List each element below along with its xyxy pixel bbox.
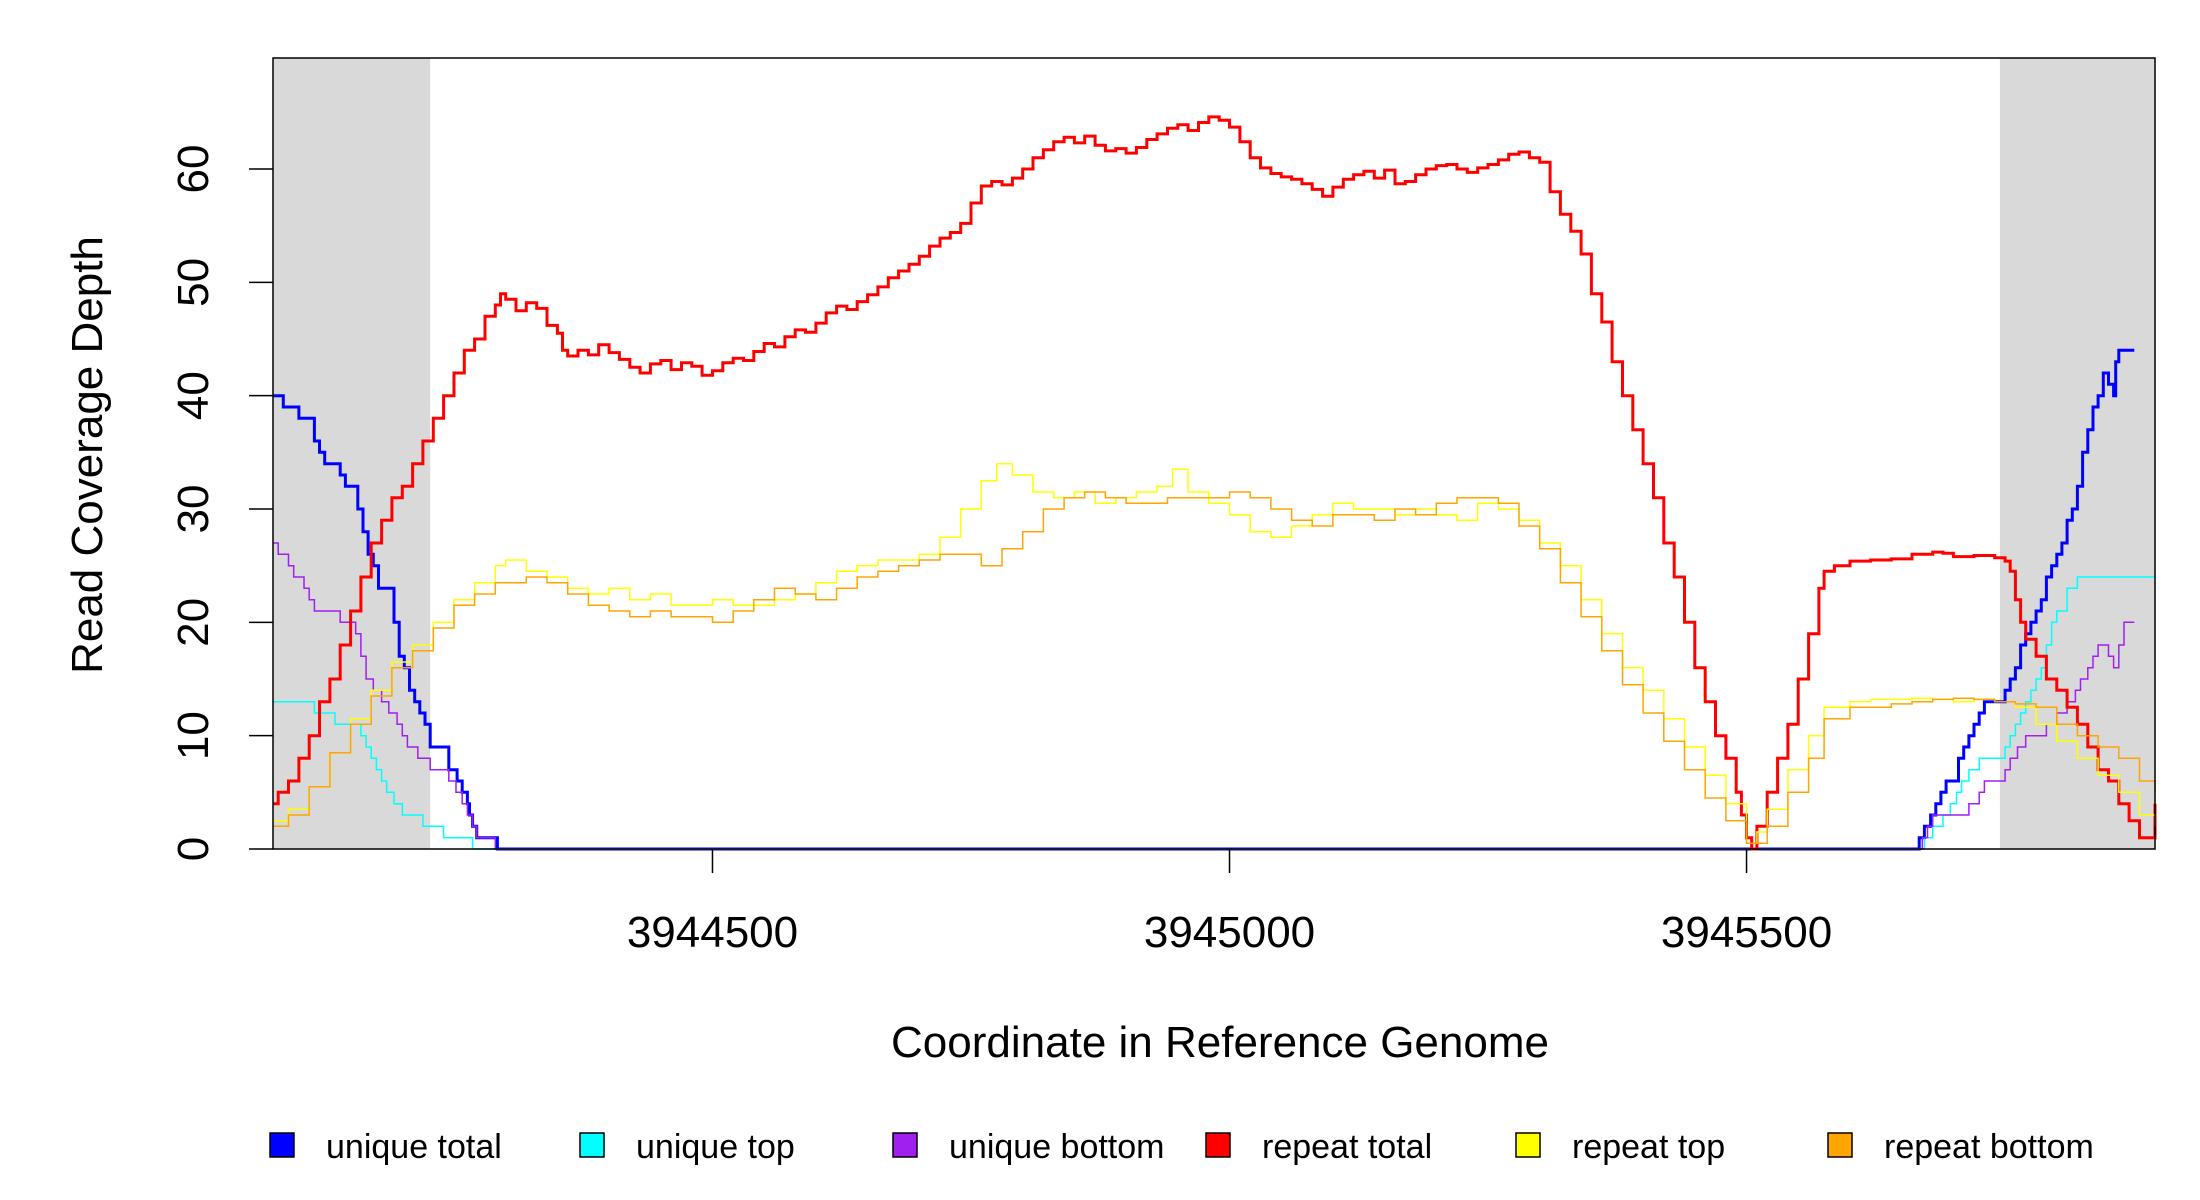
legend-swatch	[1515, 1132, 1541, 1158]
legend-label: unique total	[326, 1128, 502, 1166]
legend-item-repeat-bottom: repeat bottom	[1827, 1128, 2094, 1166]
shaded-region-1	[273, 58, 431, 849]
series-unique-top	[273, 576, 2155, 850]
legend-label: repeat top	[1572, 1128, 1725, 1166]
series-layer	[273, 115, 2157, 851]
legend-item-repeat-total: repeat total	[1205, 1128, 1432, 1166]
x-axis-label: Coordinate in Reference Genome	[891, 1018, 1549, 1067]
x-tick-label: 3945000	[1144, 908, 1315, 957]
series-unique-total	[273, 348, 2135, 851]
series-repeat-bottom	[273, 491, 2156, 845]
y-axis-label: Read Coverage Depth	[63, 236, 112, 674]
legend-swatch	[579, 1132, 605, 1158]
series-repeat-total	[273, 115, 2157, 851]
y-axis: 0 10 20 30 40 50 60	[169, 145, 273, 861]
legend-label: repeat bottom	[1884, 1128, 2094, 1166]
legend-item-unique-bottom: unique bottom	[892, 1128, 1165, 1166]
shaded-regions	[273, 58, 2155, 849]
legend-label: unique bottom	[949, 1128, 1165, 1166]
legend: unique total unique top unique bottom repea…	[269, 1128, 2094, 1166]
legend-item-unique-top: unique top	[579, 1128, 795, 1166]
x-tick-label: 3944500	[627, 908, 798, 957]
series-unique-bottom	[273, 542, 2135, 850]
y-tick-label: 20	[169, 598, 218, 647]
y-tick-label: 40	[169, 371, 218, 420]
legend-swatch	[269, 1132, 295, 1158]
legend-label: unique top	[636, 1128, 795, 1166]
y-tick-label: 30	[169, 485, 218, 534]
legend-label: repeat total	[1262, 1128, 1432, 1166]
y-tick-label: 50	[169, 258, 218, 307]
legend-swatch	[1827, 1132, 1853, 1158]
plot-frame	[272, 57, 2156, 850]
x-axis: 3944500 3945000 3945500	[627, 849, 1832, 957]
legend-swatch	[892, 1132, 918, 1158]
legend-swatch	[1205, 1132, 1231, 1158]
legend-item-unique-total: unique total	[269, 1128, 502, 1166]
x-tick-label: 3945500	[1661, 908, 1832, 957]
y-tick-label: 10	[169, 711, 218, 760]
y-tick-label: 0	[169, 837, 218, 861]
y-tick-label: 60	[169, 145, 218, 194]
series-repeat-top	[273, 462, 2156, 845]
legend-item-repeat-top: repeat top	[1515, 1128, 1725, 1166]
